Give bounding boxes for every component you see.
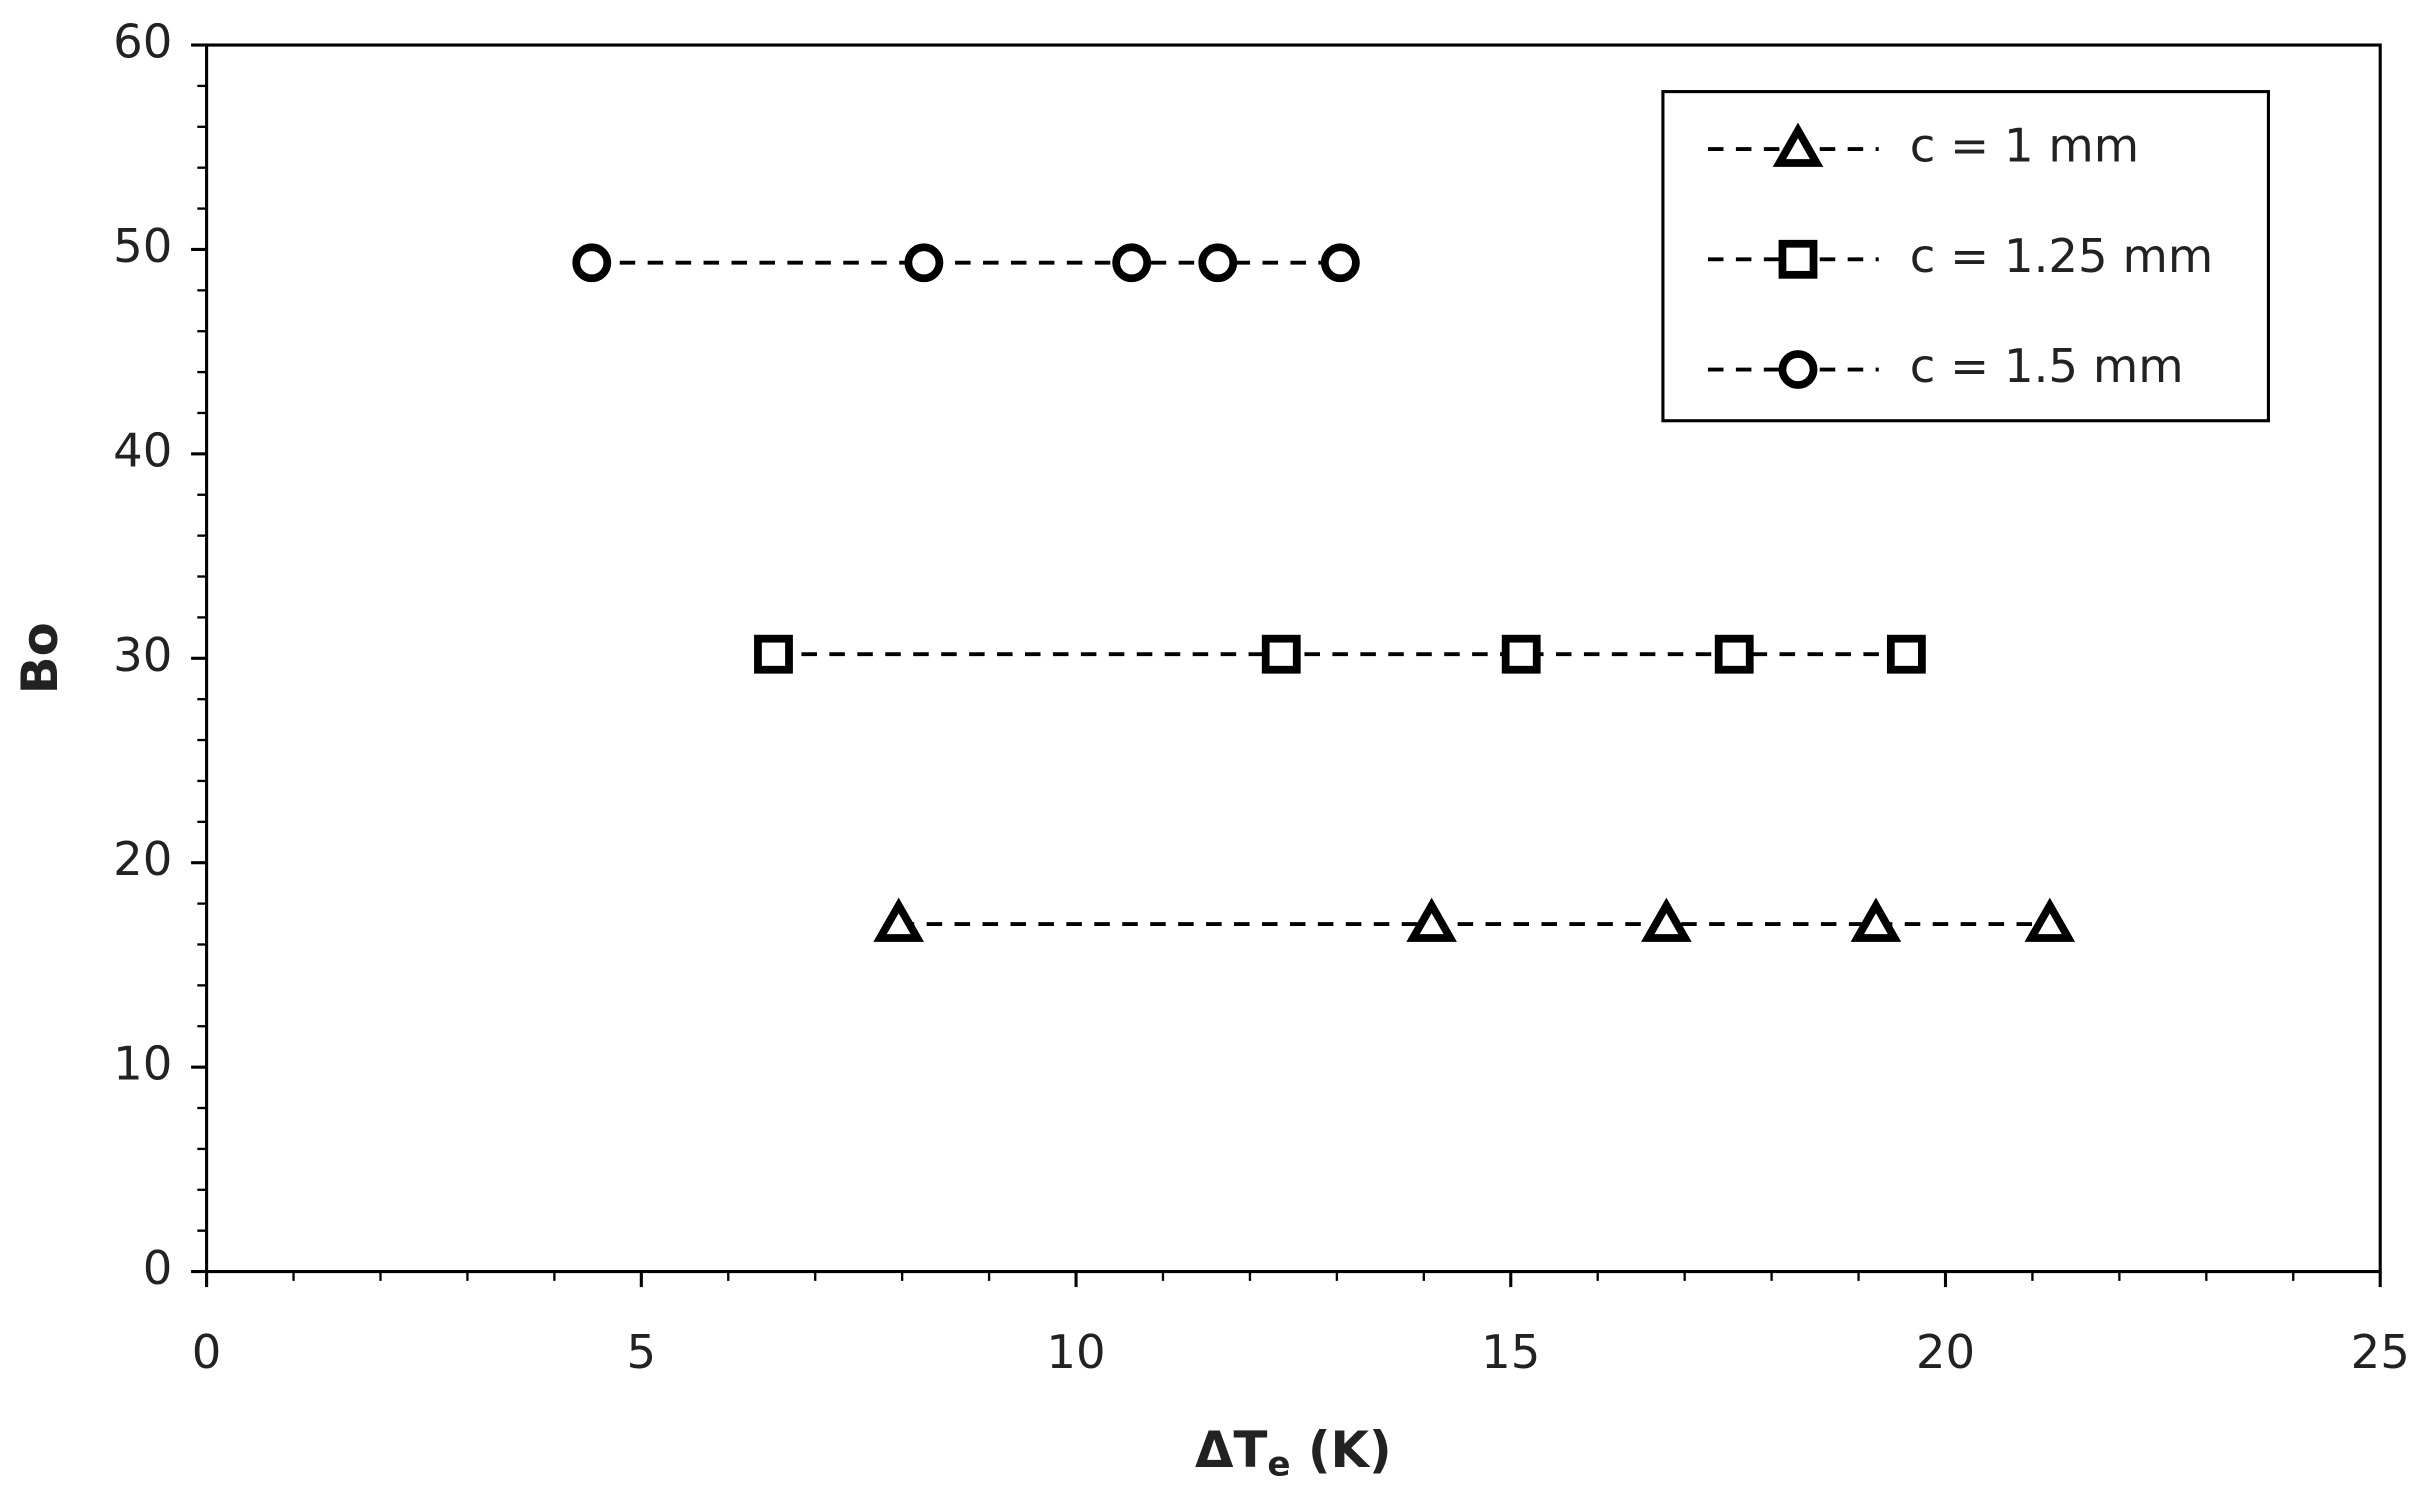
y-tick-label: 60 bbox=[113, 15, 172, 69]
marker bbox=[1261, 634, 1301, 674]
x-axis-title: ΔTe (K) bbox=[1195, 1421, 1392, 1484]
legend-label: c = 1 mm bbox=[1910, 119, 2139, 173]
marker bbox=[1778, 239, 1818, 279]
x-tick-label: 5 bbox=[627, 1325, 657, 1379]
y-tick-label: 40 bbox=[113, 423, 172, 477]
y-tick-label: 50 bbox=[113, 219, 172, 273]
legend-label: c = 1.5 mm bbox=[1910, 339, 2184, 393]
y-tick-label: 20 bbox=[113, 832, 172, 886]
x-axis-title-rest: (K) bbox=[1291, 1421, 1392, 1479]
marker bbox=[1886, 634, 1926, 674]
marker bbox=[1850, 897, 1902, 942]
y-tick-label: 30 bbox=[113, 628, 172, 682]
x-tick-label: 0 bbox=[192, 1325, 222, 1379]
marker bbox=[1320, 243, 1360, 283]
marker bbox=[2024, 897, 2076, 942]
marker bbox=[1641, 897, 1692, 942]
marker bbox=[572, 243, 612, 283]
marker bbox=[873, 897, 924, 942]
x-tick-label: 10 bbox=[1046, 1325, 1105, 1379]
marker bbox=[1198, 243, 1238, 283]
x-tick-label: 15 bbox=[1481, 1325, 1540, 1379]
x-axis-title-main: ΔT bbox=[1195, 1421, 1267, 1479]
x-tick-label: 25 bbox=[2351, 1325, 2410, 1379]
y-tick-label: 0 bbox=[143, 1241, 173, 1295]
marker bbox=[1714, 634, 1754, 674]
y-axis-title: Bo bbox=[11, 622, 69, 694]
marker bbox=[754, 634, 793, 674]
x-axis-title-sub: e bbox=[1267, 1444, 1290, 1484]
marker bbox=[1778, 350, 1818, 389]
marker bbox=[1501, 634, 1541, 674]
x-tick-label: 20 bbox=[1916, 1325, 1975, 1379]
marker bbox=[1406, 897, 1457, 942]
marker bbox=[904, 243, 944, 283]
legend-label: c = 1.25 mm bbox=[1910, 229, 2213, 283]
marker bbox=[1112, 243, 1152, 283]
marker bbox=[1772, 122, 1824, 167]
y-tick-label: 10 bbox=[113, 1037, 172, 1091]
legend-box bbox=[1661, 90, 2270, 423]
